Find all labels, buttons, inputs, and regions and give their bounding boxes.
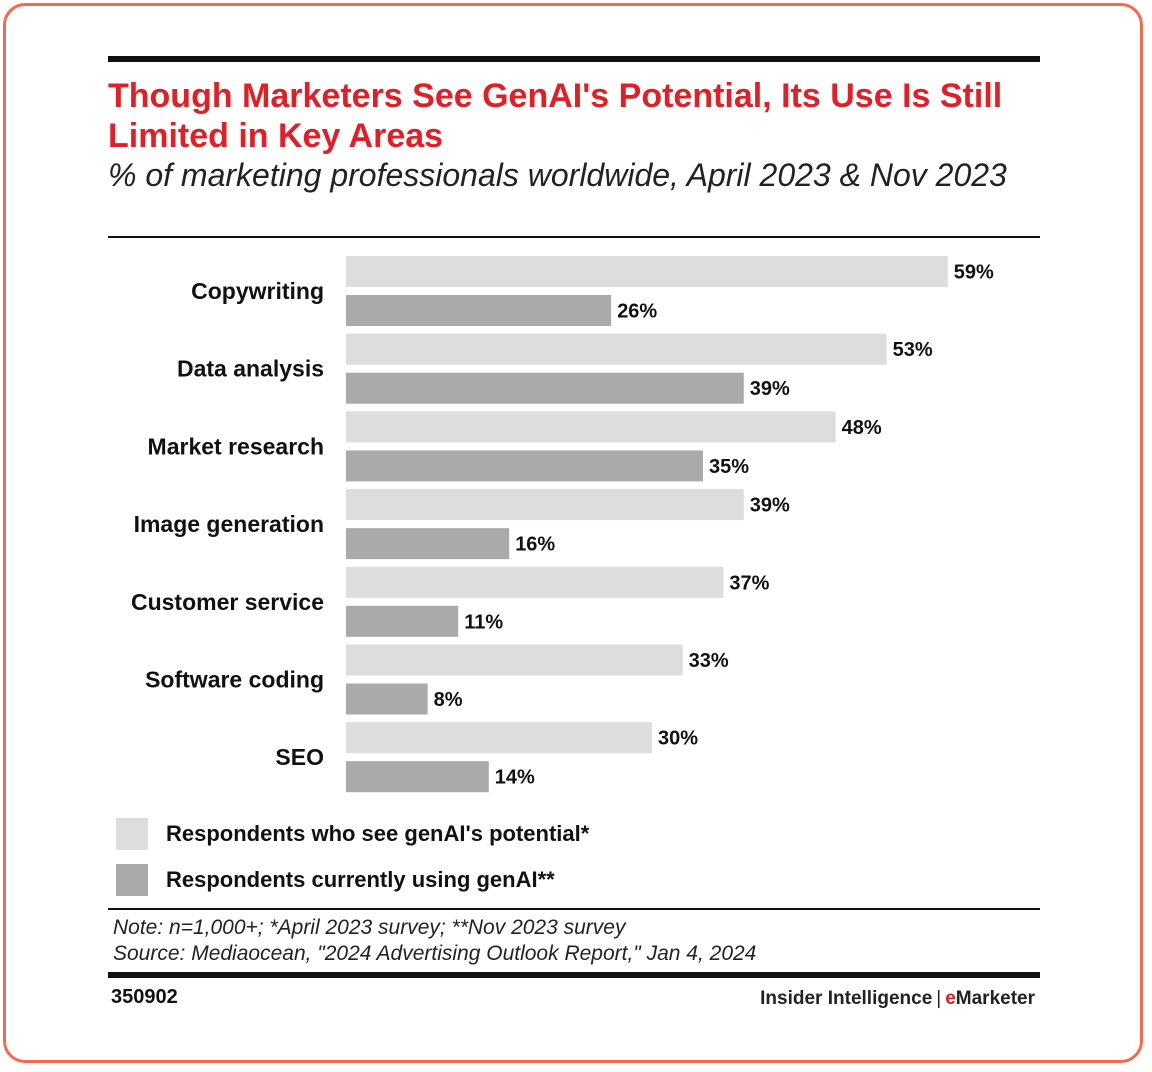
bar-image-generation-series-1 — [346, 489, 744, 521]
bar-data-analysis-series-2 — [346, 372, 744, 404]
legend-label-potential: Respondents who see genAI's potential* — [166, 821, 590, 846]
bottom-rule — [108, 972, 1040, 978]
legend: Respondents who see genAI's potential* R… — [116, 818, 589, 910]
bar-market-research-series-1 — [346, 411, 836, 443]
chart-title: Though Marketers See GenAI's Potential, … — [108, 77, 1003, 155]
data-label-market-research-series-2: 35% — [709, 456, 749, 478]
bar-copywriting-series-1 — [346, 256, 948, 287]
category-label-image-generation: Image generation — [134, 511, 324, 537]
bar-data-analysis-series-1 — [346, 333, 887, 365]
bar-software-coding-series-1 — [346, 644, 683, 676]
data-label-data-analysis-series-2: 39% — [750, 378, 790, 400]
brand-e: e — [945, 988, 956, 1009]
brand-logo: Insider Intelligence | eMarketer — [760, 988, 1035, 1010]
source-text: Source: Mediaocean, "2024 Advertising Ou… — [113, 942, 757, 965]
legend-swatch-using — [116, 864, 148, 896]
bar-chart: Copywriting 59% 26% Data analysis 53% 39% Mark… — [131, 256, 994, 793]
legend-swatch-potential — [116, 818, 148, 850]
note-text: Note: n=1,000+; *April 2023 survey; **No… — [113, 916, 626, 939]
notes: Note: n=1,000+; *April 2023 survey; **No… — [113, 915, 756, 967]
category-label-software-coding: Software coding — [145, 667, 324, 693]
data-label-copywriting-series-2: 26% — [617, 301, 657, 323]
data-label-software-coding-series-2: 8% — [434, 689, 463, 711]
data-label-seo-series-2: 14% — [495, 767, 535, 789]
category-label-copywriting: Copywriting — [191, 278, 324, 304]
bar-seo-series-1 — [346, 722, 652, 754]
data-label-software-coding-series-1: 33% — [689, 650, 729, 672]
bar-customer-service-series-1 — [346, 566, 724, 598]
data-label-copywriting-series-1: 59% — [954, 262, 994, 284]
subtitle-rule — [108, 236, 1040, 238]
category-label-customer-service: Customer service — [131, 589, 324, 615]
bar-image-generation-series-2 — [346, 528, 510, 560]
legend-label-using: Respondents currently using genAI** — [166, 867, 555, 892]
data-label-customer-service-series-2: 11% — [464, 611, 503, 633]
chart-frame — [3, 3, 1143, 1063]
note-rule — [108, 908, 1040, 910]
bar-customer-service-series-2 — [346, 605, 459, 637]
data-label-market-research-series-1: 48% — [842, 417, 882, 439]
chart-subtitle: % of marketing professionals worldwide, … — [108, 157, 1007, 193]
data-label-image-generation-series-1: 39% — [750, 495, 790, 517]
data-label-image-generation-series-2: 16% — [515, 534, 555, 556]
data-label-seo-series-1: 30% — [658, 728, 698, 750]
category-label-market-research: Market research — [148, 433, 324, 459]
bar-market-research-series-2 — [346, 450, 703, 482]
category-label-seo: SEO — [275, 744, 324, 770]
brand-marketer: Marketer — [955, 988, 1035, 1009]
chart-id: 350902 — [111, 986, 178, 1008]
bar-seo-series-2 — [346, 761, 489, 793]
bar-copywriting-series-2 — [346, 295, 612, 326]
top-rule — [108, 56, 1040, 62]
category-label-data-analysis: Data analysis — [177, 356, 324, 382]
bar-software-coding-series-2 — [346, 683, 428, 715]
brand-insider-intelligence: Insider Intelligence — [760, 988, 933, 1009]
legend-item-potential: Respondents who see genAI's potential* — [116, 818, 589, 850]
brand-separator: | — [936, 988, 942, 1009]
legend-item-using: Respondents currently using genAI** — [116, 864, 589, 896]
data-label-data-analysis-series-1: 53% — [893, 339, 933, 361]
data-label-customer-service-series-1: 37% — [729, 572, 769, 594]
